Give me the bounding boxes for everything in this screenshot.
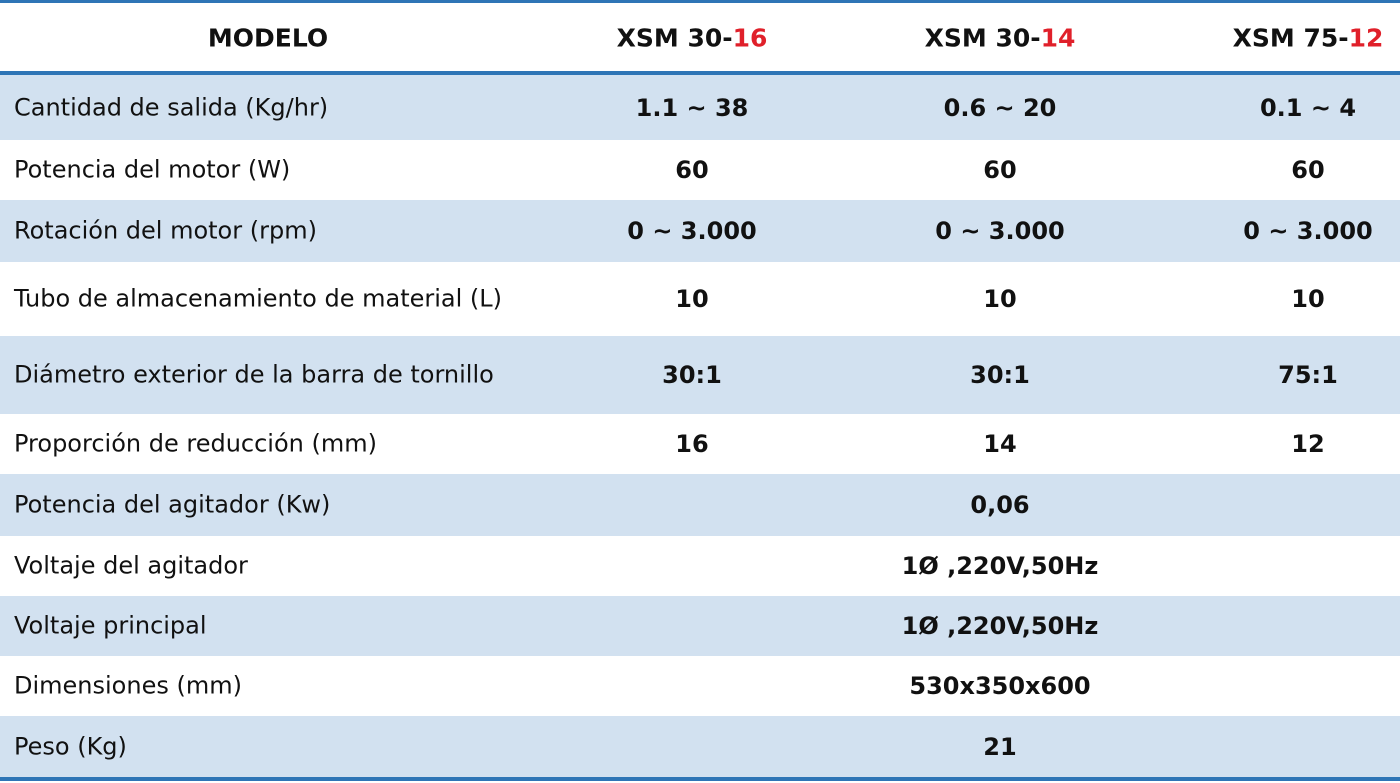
table-row: Dimensiones (mm) 530x350x600 xyxy=(0,656,1400,716)
model-number: 12 xyxy=(1348,23,1384,52)
table-row: Potencia del agitador (Kw) 0,06 xyxy=(0,474,1400,536)
row-label: Diámetro exterior de la barra de tornill… xyxy=(14,360,494,389)
cell-value: 30:1 xyxy=(662,361,722,389)
cell-value: 60 xyxy=(675,156,709,184)
header-row: MODELO XSM 30-16 XSM 30-14 XSM 75-12 xyxy=(0,3,1400,72)
table-row: Peso (Kg) 21 xyxy=(0,716,1400,777)
row-label: Peso (Kg) xyxy=(14,732,127,760)
table-row: Rotación del motor (rpm) 0 ~ 3.000 0 ~ 3.0… xyxy=(0,200,1400,262)
top-border xyxy=(0,0,1400,3)
row-label: Voltaje del agitador xyxy=(14,551,248,580)
row-label: Proporción de reducción (mm) xyxy=(14,429,377,458)
cell-value: 21 xyxy=(983,732,1017,761)
header-label: MODELO xyxy=(207,23,329,52)
row-label: Dimensiones (mm) xyxy=(14,671,242,700)
table-row: Proporción de reducción (mm) 16 14 12 xyxy=(0,414,1400,474)
header-border xyxy=(0,71,1400,75)
cell-value: 1Ø ,220V,50Hz xyxy=(901,612,1099,640)
cell-value: 0 ~ 3.000 xyxy=(1243,217,1373,245)
cell-value: 1.1 ~ 38 xyxy=(635,93,749,122)
table-row: Diámetro exterior de la barra de tornill… xyxy=(0,336,1400,414)
cell-value: 12 xyxy=(1291,430,1325,458)
row-label: Voltaje principal xyxy=(14,611,207,640)
cell-value: 0.1 ~ 4 xyxy=(1259,93,1357,122)
row-label: Potencia del motor (W) xyxy=(14,155,291,184)
model-header: XSM 30-16 xyxy=(617,23,768,52)
table-row: Voltaje del agitador 1Ø ,220V,50Hz xyxy=(0,536,1400,596)
cell-value: 10 xyxy=(983,285,1017,313)
cell-value: 60 xyxy=(1291,156,1325,184)
model-number: 14 xyxy=(1040,23,1076,52)
cell-value: 10 xyxy=(675,285,709,313)
cell-value: 1Ø ,220V,50Hz xyxy=(901,552,1099,580)
model-header: XSM 75-12 xyxy=(1233,23,1384,52)
cell-value: 75:1 xyxy=(1278,361,1338,389)
cell-value: 14 xyxy=(983,430,1017,458)
model-number: 16 xyxy=(732,23,768,52)
table-row: Tubo de almacenamiento de material (L) 10… xyxy=(0,262,1400,336)
cell-value: 10 xyxy=(1291,285,1325,313)
cell-value: 60 xyxy=(983,156,1017,184)
bottom-border xyxy=(0,777,1400,781)
model-base: XSM 30- xyxy=(616,23,733,52)
table-row: Potencia del motor (W) 60 60 60 xyxy=(0,140,1400,200)
row-label: Cantidad de salida (Kg/hr) xyxy=(14,93,329,121)
table-row: Cantidad de salida (Kg/hr) 1.1 ~ 38 0.6 ~ … xyxy=(0,75,1400,140)
cell-value: 16 xyxy=(675,430,709,458)
row-label: Tubo de almacenamiento de material (L) xyxy=(14,284,503,313)
row-label: Rotación del motor (rpm) xyxy=(14,216,317,245)
cell-value: 0 ~ 3.000 xyxy=(935,217,1065,245)
cell-value: 0 ~ 3.000 xyxy=(627,217,757,245)
table-row: Voltaje principal 1Ø ,220V,50Hz xyxy=(0,596,1400,656)
model-base: XSM 75- xyxy=(1232,23,1349,52)
cell-value: 0.6 ~ 20 xyxy=(943,93,1057,122)
cell-value: 0,06 xyxy=(970,491,1030,519)
model-base: XSM 30- xyxy=(924,23,1041,52)
cell-value: 30:1 xyxy=(970,361,1030,389)
model-header: XSM 30-14 xyxy=(925,23,1076,52)
row-label: Potencia del agitador (Kw) xyxy=(14,490,331,519)
cell-value: 530x350x600 xyxy=(909,672,1091,700)
